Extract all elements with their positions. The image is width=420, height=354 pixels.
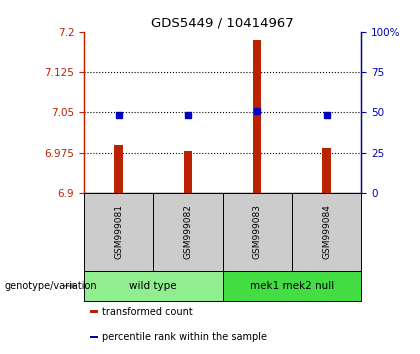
Bar: [223, 193, 292, 271]
Bar: [184, 151, 192, 193]
Text: mek1 mek2 null: mek1 mek2 null: [250, 281, 334, 291]
Text: wild type: wild type: [129, 281, 177, 291]
Bar: [84, 193, 153, 271]
Text: GSM999084: GSM999084: [322, 204, 331, 259]
Text: transformed count: transformed count: [102, 307, 193, 316]
Text: percentile rank within the sample: percentile rank within the sample: [102, 332, 267, 342]
Bar: [323, 148, 331, 193]
Bar: [89, 310, 98, 313]
Title: GDS5449 / 10414967: GDS5449 / 10414967: [151, 16, 294, 29]
Text: genotype/variation: genotype/variation: [4, 281, 97, 291]
Text: GSM999081: GSM999081: [114, 204, 123, 259]
Bar: [89, 336, 98, 338]
Bar: [115, 144, 123, 193]
Bar: [292, 193, 361, 271]
Text: GSM999082: GSM999082: [184, 204, 192, 259]
Text: GSM999083: GSM999083: [253, 204, 262, 259]
Bar: [84, 271, 223, 301]
Bar: [253, 40, 261, 193]
Bar: [153, 193, 223, 271]
Bar: [223, 271, 361, 301]
